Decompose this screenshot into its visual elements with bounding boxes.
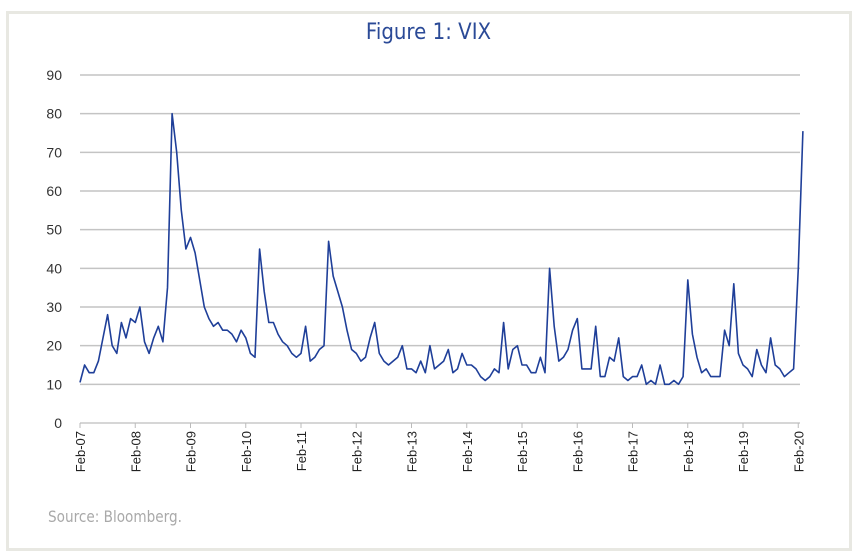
x-tick-label: Feb-12 bbox=[349, 431, 364, 472]
y-tick-label: 20 bbox=[46, 338, 62, 354]
x-tick-label: Feb-17 bbox=[626, 431, 641, 472]
x-tick-label: Feb-09 bbox=[184, 431, 199, 472]
x-tick-label: Feb-19 bbox=[736, 431, 751, 472]
x-tick-label: Feb-11 bbox=[294, 431, 309, 471]
chart-title: Figure 1: VIX bbox=[365, 20, 492, 45]
y-tick-label: 60 bbox=[46, 183, 62, 199]
chart-frame bbox=[6, 11, 852, 551]
x-tick-label: Feb-18 bbox=[681, 431, 696, 472]
x-tick-label: Feb-15 bbox=[515, 431, 530, 472]
x-tick-label: Feb-16 bbox=[570, 431, 585, 472]
x-tick-label: Feb-13 bbox=[405, 431, 420, 472]
y-tick-label: 0 bbox=[54, 415, 62, 431]
y-tick-label: 90 bbox=[46, 67, 62, 83]
source-note: Source: Bloomberg. bbox=[48, 507, 182, 526]
y-tick-label: 80 bbox=[46, 106, 62, 122]
x-tick-label: Feb-14 bbox=[460, 431, 475, 472]
y-tick-label: 30 bbox=[46, 299, 62, 315]
y-tick-label: 70 bbox=[46, 144, 62, 160]
y-tick-label: 50 bbox=[46, 222, 62, 238]
x-tick-label: Feb-07 bbox=[73, 431, 88, 472]
x-tick-label: Feb-20 bbox=[791, 431, 806, 472]
y-tick-label: 10 bbox=[46, 376, 62, 392]
vix-series-line bbox=[79, 112, 804, 386]
y-tick-label: 40 bbox=[46, 260, 62, 276]
x-tick-label: Feb-08 bbox=[128, 431, 143, 472]
x-tick-label: Feb-10 bbox=[239, 431, 254, 472]
